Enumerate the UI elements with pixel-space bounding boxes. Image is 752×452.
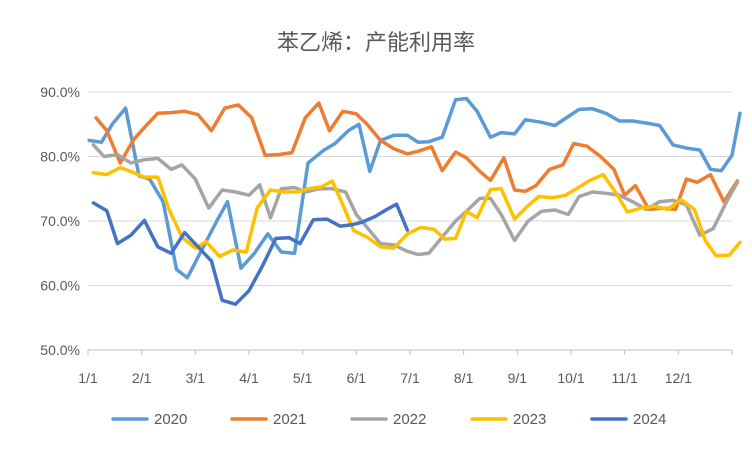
legend-label-2020: 2020 [154, 411, 187, 428]
x-tick-label: 5/1 [293, 370, 313, 386]
series-line-2024 [91, 201, 410, 306]
legend-label-2022: 2022 [393, 411, 426, 428]
series-line-2023 [91, 165, 742, 259]
y-tick-label: 50.0% [40, 342, 80, 358]
chart-title: 苯乙烯：产能利用率 [277, 31, 475, 56]
y-tick-label: 60.0% [40, 278, 80, 294]
series-line-2022 [91, 143, 740, 257]
x-tick-label: 6/1 [347, 370, 367, 386]
x-tick-label: 10/1 [557, 370, 584, 386]
series-lines [87, 96, 742, 306]
x-tick-label: 3/1 [186, 370, 206, 386]
series-line-2020 [87, 96, 742, 280]
legend-label-2023: 2023 [513, 411, 546, 428]
y-tick-label: 80.0% [40, 149, 80, 165]
x-tick-label: 11/1 [612, 370, 638, 386]
legend-label-2021: 2021 [273, 411, 306, 428]
x-tick-label: 4/1 [239, 370, 259, 386]
x-tick-label: 2/1 [132, 370, 152, 386]
axes: 90.0% 80.0% 70.0% 60.0% 50.0% 1/1 2/1 3/1 4/1 5/1… [40, 84, 733, 386]
y-tick-label: 90.0% [40, 84, 80, 100]
gridlines [88, 91, 732, 286]
legend: 2020 2021 2022 2023 2024 [111, 411, 666, 428]
x-tick-label: 7/1 [400, 370, 420, 386]
series-line-2021 [94, 101, 740, 212]
x-tick-label: 1/1 [78, 370, 98, 386]
x-tick-label: 8/1 [454, 370, 474, 386]
x-tick-label: 9/1 [508, 370, 528, 386]
legend-label-2024: 2024 [633, 411, 666, 428]
y-tick-label: 70.0% [40, 213, 80, 229]
x-tick-label: 12/1 [665, 370, 692, 386]
